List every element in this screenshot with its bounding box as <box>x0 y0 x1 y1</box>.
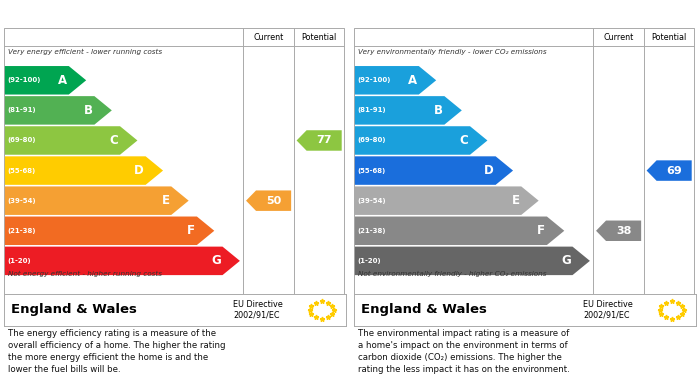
Polygon shape <box>355 96 462 125</box>
Text: F: F <box>537 224 545 237</box>
Text: EU Directive
2002/91/EC: EU Directive 2002/91/EC <box>233 300 283 320</box>
Polygon shape <box>5 187 189 215</box>
Polygon shape <box>5 247 240 275</box>
Text: C: C <box>460 134 468 147</box>
Polygon shape <box>596 221 641 241</box>
Text: E: E <box>162 194 169 207</box>
Text: 38: 38 <box>616 226 631 236</box>
Text: (69-80): (69-80) <box>358 138 386 143</box>
Text: (55-68): (55-68) <box>358 168 386 174</box>
Text: (21-38): (21-38) <box>358 228 386 234</box>
Text: Not environmentally friendly - higher CO₂ emissions: Not environmentally friendly - higher CO… <box>358 271 546 277</box>
Text: Current: Current <box>253 32 284 41</box>
Text: C: C <box>110 134 118 147</box>
Polygon shape <box>5 126 137 155</box>
Text: 50: 50 <box>266 196 281 206</box>
Text: 69: 69 <box>666 165 682 176</box>
Text: G: G <box>211 255 220 267</box>
Text: (81-91): (81-91) <box>8 108 36 113</box>
Text: B: B <box>434 104 442 117</box>
Polygon shape <box>355 126 487 155</box>
Polygon shape <box>5 156 163 185</box>
Text: F: F <box>187 224 195 237</box>
Text: (39-54): (39-54) <box>8 198 36 204</box>
Text: G: G <box>561 255 570 267</box>
Text: Environmental Impact (CO₂) Rating: Environmental Impact (CO₂) Rating <box>359 7 606 20</box>
Text: EU Directive
2002/91/EC: EU Directive 2002/91/EC <box>583 300 633 320</box>
Text: The energy efficiency rating is a measure of the
overall efficiency of a home. T: The energy efficiency rating is a measur… <box>8 329 225 374</box>
Text: 77: 77 <box>316 135 332 145</box>
Text: (1-20): (1-20) <box>358 258 382 264</box>
Text: D: D <box>484 164 494 177</box>
Text: E: E <box>512 194 519 207</box>
Polygon shape <box>297 130 342 151</box>
Text: (69-80): (69-80) <box>8 138 36 143</box>
Text: A: A <box>58 74 67 87</box>
Text: B: B <box>84 104 92 117</box>
Text: (55-68): (55-68) <box>8 168 36 174</box>
Text: England & Wales: England & Wales <box>361 303 487 316</box>
Polygon shape <box>355 217 564 245</box>
Polygon shape <box>5 96 112 125</box>
Polygon shape <box>355 66 436 95</box>
Text: (92-100): (92-100) <box>8 77 41 83</box>
Text: D: D <box>134 164 144 177</box>
Text: Current: Current <box>603 32 634 41</box>
Text: (92-100): (92-100) <box>358 77 391 83</box>
Text: Not energy efficient - higher running costs: Not energy efficient - higher running co… <box>8 271 162 277</box>
Polygon shape <box>355 156 513 185</box>
Text: The environmental impact rating is a measure of
a home's impact on the environme: The environmental impact rating is a mea… <box>358 329 569 374</box>
Text: A: A <box>408 74 417 87</box>
Text: Potential: Potential <box>302 32 337 41</box>
Text: Potential: Potential <box>652 32 687 41</box>
Polygon shape <box>246 190 291 211</box>
Text: (81-91): (81-91) <box>358 108 386 113</box>
Polygon shape <box>5 217 214 245</box>
Text: (39-54): (39-54) <box>358 198 386 204</box>
Text: Very environmentally friendly - lower CO₂ emissions: Very environmentally friendly - lower CO… <box>358 49 546 55</box>
Text: England & Wales: England & Wales <box>11 303 137 316</box>
Polygon shape <box>5 66 86 95</box>
Text: (21-38): (21-38) <box>8 228 36 234</box>
Polygon shape <box>647 160 692 181</box>
Text: Energy Efficiency Rating: Energy Efficiency Rating <box>9 7 181 20</box>
Polygon shape <box>355 247 590 275</box>
Text: Very energy efficient - lower running costs: Very energy efficient - lower running co… <box>8 49 162 55</box>
Text: (1-20): (1-20) <box>8 258 32 264</box>
Polygon shape <box>355 187 539 215</box>
